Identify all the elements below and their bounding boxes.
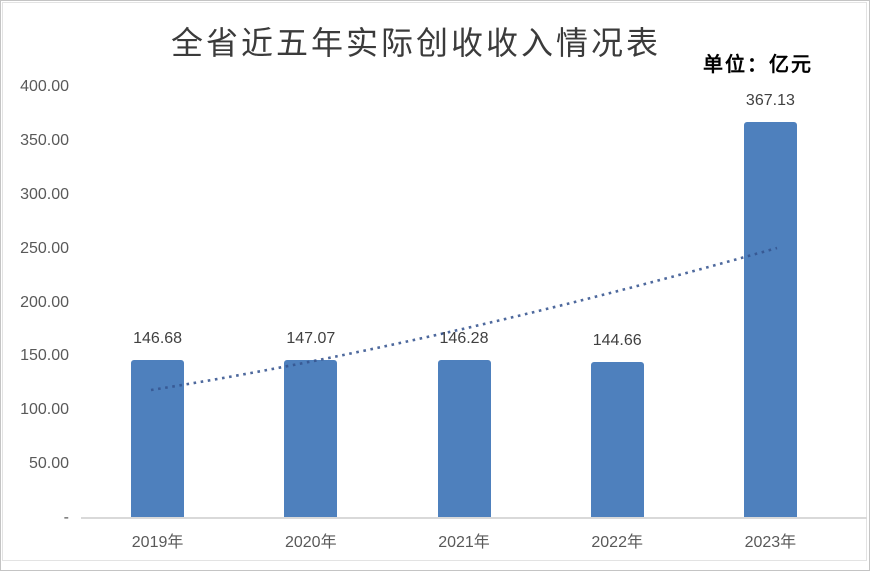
bar-data-label: 144.66 [592,332,642,350]
bar-data-label: 146.28 [439,330,489,348]
unit-label: 单位：亿元 [703,54,813,76]
bar-data-label: 147.07 [286,329,336,347]
bar-2019年 [131,359,185,518]
bar-data-label: 146.68 [133,329,183,347]
bar-2023年 [743,122,797,518]
y-axis-tick-label: 400.00 [20,78,69,95]
bar-data-label: 367.13 [745,92,795,110]
x-axis-line [81,517,867,519]
bar-2022年 [590,362,644,518]
y-axis-tick-label: 150.00 [20,347,69,365]
x-axis-category-label: 2022年 [591,534,643,551]
y-axis-tick-label: 100.00 [20,401,69,419]
bar-2021年 [437,360,491,518]
x-axis-category-label: 2020年 [284,534,337,551]
y-axis-tick-label: 350.00 [20,131,69,149]
chart-title: 全省近五年实际创收收入情况表 [170,25,661,61]
y-axis-tick-label: 200.00 [20,293,69,311]
x-axis-category-label: 2019年 [131,534,184,551]
x-axis-category-label: 2023年 [744,534,797,551]
bar-2020年 [284,359,338,518]
x-axis-category-label: 2021年 [438,534,490,551]
y-axis-tick-label: 50.00 [28,455,69,473]
y-axis-tick-label: 300.00 [20,185,69,203]
y-axis-tick-label: - [63,509,69,526]
y-axis-tick-label: 250.00 [20,239,69,257]
